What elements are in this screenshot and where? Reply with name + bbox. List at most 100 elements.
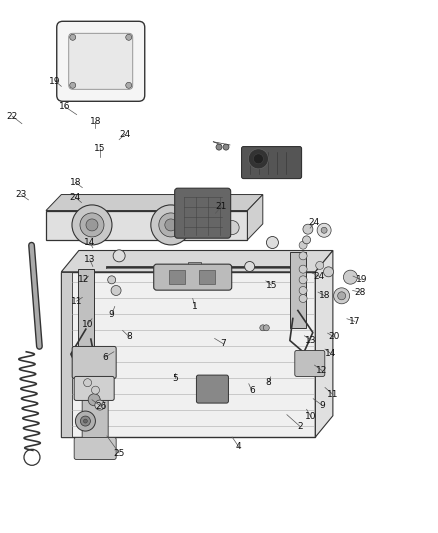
Text: 4: 4 [236, 442, 241, 451]
Circle shape [303, 224, 313, 234]
Text: 5: 5 [172, 374, 178, 383]
Circle shape [113, 250, 125, 262]
Circle shape [299, 286, 307, 295]
Circle shape [83, 419, 88, 423]
Text: 11: 11 [71, 297, 82, 305]
Text: 24: 24 [313, 272, 325, 280]
Bar [169, 270, 185, 284]
Bar [188, 262, 201, 271]
Circle shape [216, 144, 222, 150]
Text: 2: 2 [297, 422, 303, 431]
Circle shape [126, 34, 132, 41]
Circle shape [248, 149, 268, 169]
Circle shape [254, 154, 263, 164]
Circle shape [80, 213, 104, 237]
FancyBboxPatch shape [242, 147, 301, 179]
Text: 16: 16 [59, 102, 71, 111]
Circle shape [299, 294, 307, 303]
Circle shape [343, 270, 357, 284]
Text: 8: 8 [265, 378, 272, 386]
Circle shape [151, 205, 191, 245]
Circle shape [84, 378, 92, 387]
FancyBboxPatch shape [196, 375, 229, 403]
Circle shape [72, 205, 112, 245]
Bar [199, 270, 215, 284]
FancyBboxPatch shape [69, 33, 133, 90]
Circle shape [299, 241, 307, 249]
FancyBboxPatch shape [72, 346, 116, 378]
Text: 6: 6 [249, 386, 255, 395]
Circle shape [126, 82, 132, 88]
Text: 19: 19 [356, 276, 367, 284]
Text: 18: 18 [319, 292, 331, 300]
Circle shape [223, 144, 229, 150]
FancyBboxPatch shape [74, 376, 114, 400]
Bar [290, 253, 306, 328]
FancyBboxPatch shape [154, 264, 232, 290]
Circle shape [86, 219, 98, 231]
Text: 15: 15 [266, 281, 277, 289]
Circle shape [324, 267, 333, 277]
Polygon shape [61, 251, 333, 272]
Circle shape [299, 265, 307, 273]
Text: 20: 20 [328, 333, 339, 341]
Circle shape [303, 236, 311, 244]
Text: 24: 24 [309, 219, 320, 227]
Text: 25: 25 [113, 449, 125, 457]
Circle shape [316, 261, 324, 270]
Polygon shape [315, 251, 333, 437]
Text: 10: 10 [305, 413, 317, 421]
Circle shape [95, 400, 105, 410]
Text: 6: 6 [102, 353, 108, 361]
Text: 13: 13 [84, 255, 95, 264]
Text: 13: 13 [305, 336, 317, 344]
Circle shape [266, 237, 279, 248]
Polygon shape [61, 272, 72, 437]
FancyBboxPatch shape [82, 395, 108, 445]
Circle shape [70, 82, 76, 88]
Circle shape [108, 276, 116, 284]
Circle shape [165, 219, 177, 231]
Text: 19: 19 [49, 77, 61, 85]
Text: 24: 24 [70, 193, 81, 201]
Text: 22: 22 [7, 112, 18, 120]
Polygon shape [46, 211, 247, 240]
Polygon shape [61, 272, 315, 437]
Circle shape [88, 394, 100, 406]
Text: 21: 21 [215, 203, 227, 211]
Text: 12: 12 [78, 276, 90, 284]
Text: 7: 7 [220, 340, 226, 348]
Circle shape [111, 286, 121, 295]
FancyBboxPatch shape [57, 21, 145, 101]
Text: 17: 17 [349, 317, 360, 326]
Circle shape [70, 34, 76, 41]
Text: 26: 26 [95, 402, 106, 410]
Circle shape [245, 262, 254, 271]
Text: 9: 9 [319, 401, 325, 409]
Text: 23: 23 [15, 190, 27, 199]
Circle shape [317, 223, 331, 237]
FancyBboxPatch shape [295, 350, 325, 376]
Text: 11: 11 [327, 390, 339, 399]
Text: 9: 9 [109, 310, 115, 319]
FancyBboxPatch shape [74, 438, 116, 459]
Text: 18: 18 [70, 178, 81, 187]
Circle shape [159, 213, 183, 237]
Polygon shape [247, 195, 263, 240]
Text: 24: 24 [119, 130, 131, 139]
Circle shape [338, 292, 346, 300]
Text: 15: 15 [94, 144, 106, 152]
FancyBboxPatch shape [175, 188, 231, 238]
Circle shape [299, 276, 307, 284]
Text: 10: 10 [82, 320, 93, 328]
Circle shape [299, 252, 307, 260]
Text: 1: 1 [192, 302, 198, 311]
Text: 12: 12 [316, 366, 328, 375]
Circle shape [75, 411, 95, 431]
Text: 18: 18 [90, 117, 101, 126]
Circle shape [81, 416, 90, 426]
Circle shape [260, 325, 266, 331]
Polygon shape [46, 195, 263, 211]
Circle shape [334, 288, 350, 304]
Circle shape [263, 325, 269, 331]
